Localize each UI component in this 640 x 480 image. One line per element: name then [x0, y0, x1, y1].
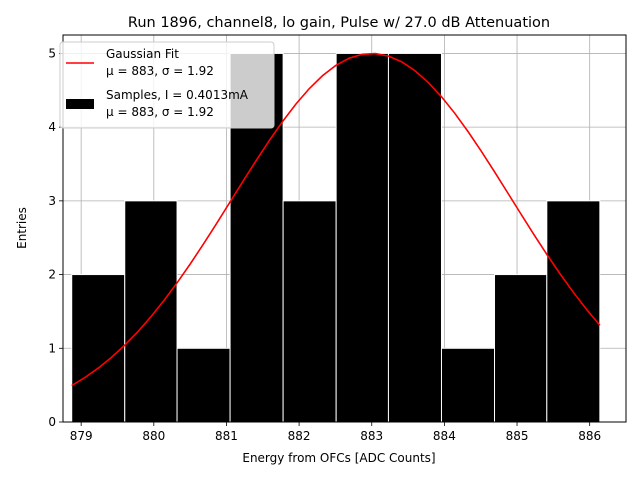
x-tick-label: 884: [433, 429, 456, 443]
gaussian-fit-line: [71, 52, 601, 387]
y-tick-label: 5: [48, 46, 56, 60]
histogram-bar: [494, 274, 548, 423]
histogram-bar: [176, 347, 231, 423]
plot-frame: [62, 34, 627, 423]
legend-fit-label: Gaussian Fit: [106, 47, 179, 61]
histogram-bar: [335, 52, 389, 423]
legend-box: [59, 41, 275, 129]
legend-samples-sigma: σ = 1.92: [162, 105, 214, 119]
legend-fit-sigma: σ = 1.92: [162, 64, 214, 78]
legend-samples-mu: μ = 883,: [106, 105, 162, 119]
histogram-bar: [546, 200, 601, 423]
x-tick-label: 886: [578, 429, 601, 443]
y-tick-label: 1: [48, 341, 56, 355]
legend: Gaussian Fit μ = 883, σ = 1.92 Samples, …: [59, 41, 275, 129]
y-tick-label: 4: [48, 120, 56, 134]
y-tick-label: 2: [48, 268, 56, 282]
y-tick-label: 0: [48, 415, 56, 429]
histogram-bar: [124, 200, 178, 423]
legend-samples-stats: μ = 883, σ = 1.92: [106, 105, 214, 119]
legend-fit-mu: μ = 883,: [106, 64, 162, 78]
histogram-bar: [71, 274, 126, 423]
legend-samples-label: Samples, I = 0.4013mA: [106, 88, 249, 102]
x-tick-label: 885: [506, 429, 529, 443]
x-tick-label: 879: [70, 429, 93, 443]
x-axis-ticks: 879 880 881 882 883 884 885 886: [70, 422, 601, 443]
legend-fit-stats: μ = 883, σ = 1.92: [106, 64, 214, 78]
histogram-bar: [282, 200, 337, 423]
histogram-bar: [387, 52, 442, 423]
histogram-bar: [440, 347, 496, 423]
legend-samples-swatch: [66, 99, 94, 109]
x-axis-label: Energy from OFCs [ADC Counts]: [242, 451, 435, 465]
x-tick-label: 882: [288, 429, 311, 443]
chart-title: Run 1896, channel8, lo gain, Pulse w/ 27…: [128, 15, 550, 31]
y-axis-label: Entries: [15, 207, 29, 249]
x-tick-label: 883: [360, 429, 383, 443]
x-tick-label: 880: [142, 429, 165, 443]
histogram-bars: [71, 52, 601, 423]
x-tick-label: 881: [215, 429, 238, 443]
y-tick-label: 3: [48, 194, 56, 208]
